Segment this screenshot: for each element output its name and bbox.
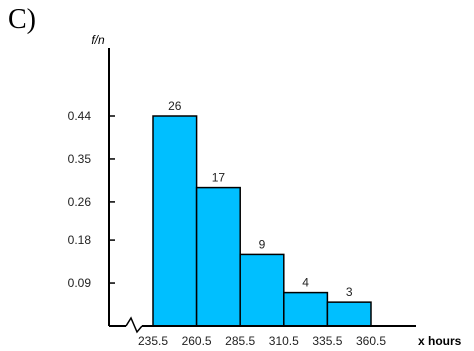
y-tick-label-4: 0.44 [68, 109, 92, 123]
panel-label: C) [8, 4, 36, 35]
data-label-3: 4 [302, 276, 309, 290]
bar-1 [195, 186, 241, 327]
data-label-1: 17 [212, 171, 226, 185]
y-tick-label-1: 0.18 [68, 233, 92, 247]
x-tick-label-5: 360.5 [356, 334, 386, 348]
x-tick-label-0: 235.5 [138, 334, 168, 348]
x-axis-break [125, 316, 143, 334]
x-tick-label-2: 285.5 [225, 334, 255, 348]
labels-group: 26 17 9 4 3 0.09 0.18 0.26 0.35 0.44 f/n 235.5 260.5… [68, 33, 462, 348]
bar-4 [326, 301, 372, 327]
y-tick-label-3: 0.35 [68, 152, 92, 166]
bars-group [152, 115, 372, 327]
x-tick-label-3: 310.5 [269, 334, 299, 348]
y-axis-title: f/n [91, 33, 105, 47]
bar-3 [283, 291, 329, 327]
data-label-0: 26 [168, 99, 182, 113]
data-label-4: 3 [346, 285, 353, 299]
x-axis-title: x hours [418, 334, 462, 348]
x-tick-label-4: 335.5 [312, 334, 342, 348]
y-tick-label-0: 0.09 [68, 276, 92, 290]
bar-2 [239, 253, 285, 327]
x-tick-label-1: 260.5 [182, 334, 212, 348]
data-label-2: 9 [259, 237, 266, 251]
bar-0 [152, 115, 198, 327]
y-tick-label-2: 0.26 [68, 195, 92, 209]
axes-group [108, 48, 416, 334]
